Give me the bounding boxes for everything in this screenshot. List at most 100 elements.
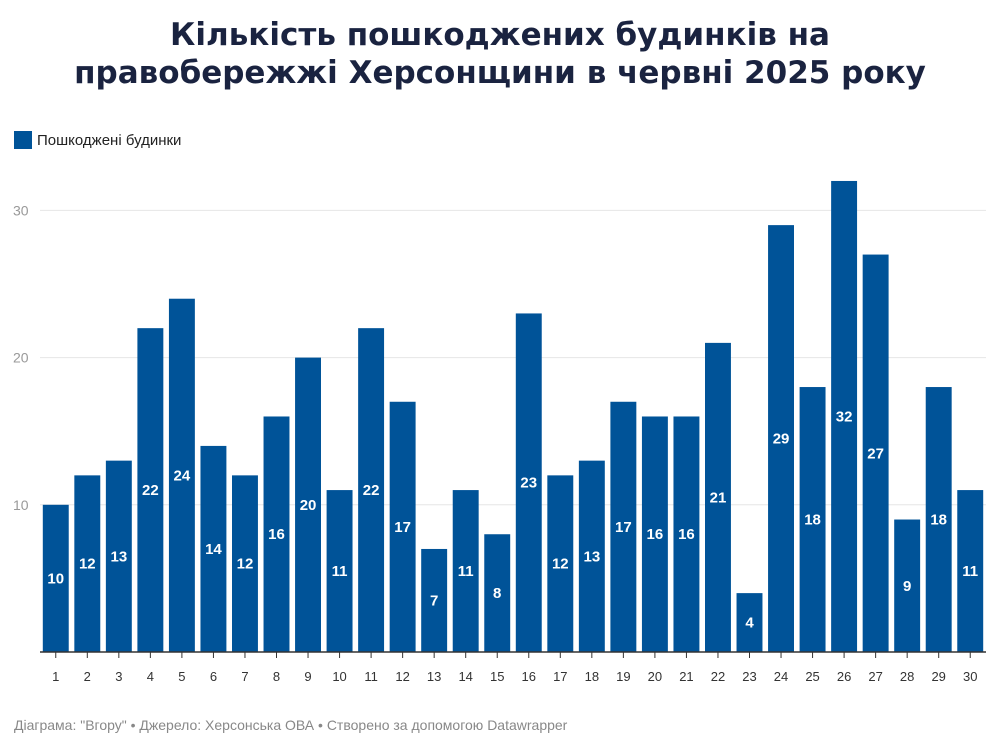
bar [705, 342, 731, 652]
x-tick-label: 21 [679, 669, 693, 684]
data-label: 23 [520, 475, 537, 492]
bar [957, 490, 984, 652]
bar [515, 313, 542, 652]
data-label: 10 [47, 570, 64, 587]
footer-credits: Діаграма: "Вгору" • Джерело: Херсонська … [14, 717, 568, 733]
bar [326, 490, 353, 652]
x-tick-label: 24 [774, 669, 788, 684]
bar [421, 548, 448, 652]
data-label: 12 [237, 556, 254, 573]
x-tick-label: 10 [332, 669, 346, 684]
bar [452, 490, 479, 652]
x-tick-label: 12 [395, 669, 409, 684]
data-label: 16 [268, 526, 285, 543]
data-label: 14 [205, 541, 222, 558]
x-tick-label: 5 [178, 669, 185, 684]
data-label: 18 [804, 512, 821, 529]
x-tick-label: 28 [900, 669, 914, 684]
data-label: 29 [773, 431, 790, 448]
bar [894, 519, 921, 652]
bar-chart: 1020301011221332242451461271682091110221… [13, 180, 986, 684]
bar [578, 460, 605, 652]
data-label: 24 [174, 467, 191, 484]
x-tick-label: 18 [585, 669, 599, 684]
data-label: 32 [836, 408, 853, 425]
x-tick-label: 3 [115, 669, 122, 684]
data-label: 9 [903, 578, 911, 595]
legend-swatch [14, 131, 32, 149]
data-label: 13 [583, 548, 600, 565]
data-label: 13 [110, 548, 127, 565]
x-tick-label: 4 [147, 669, 154, 684]
x-tick-label: 2 [84, 669, 91, 684]
chart-title-line-1: Кількість пошкоджених будинків на [170, 17, 830, 53]
data-label: 8 [493, 585, 501, 602]
y-tick-label: 30 [13, 202, 29, 218]
data-label: 12 [552, 556, 569, 573]
data-label: 16 [678, 526, 695, 543]
bar [799, 387, 826, 652]
x-tick-label: 19 [616, 669, 630, 684]
bar [673, 416, 700, 652]
x-tick-label: 8 [273, 669, 280, 684]
bar [105, 460, 132, 652]
data-label: 12 [79, 556, 96, 573]
x-tick-label: 16 [522, 669, 536, 684]
data-label: 17 [615, 519, 632, 536]
data-label: 22 [142, 482, 159, 499]
x-tick-label: 27 [868, 669, 882, 684]
bar [168, 298, 195, 652]
x-tick-label: 25 [805, 669, 819, 684]
data-label: 27 [867, 445, 884, 462]
x-tick-label: 30 [963, 669, 977, 684]
bar [232, 475, 258, 652]
x-tick-label: 11 [364, 669, 378, 684]
data-label: 11 [332, 563, 348, 580]
data-label: 11 [962, 563, 978, 580]
x-tick-label: 1 [52, 669, 59, 684]
bar [42, 504, 69, 652]
bar [862, 254, 889, 652]
x-tick-label: 15 [490, 669, 504, 684]
bar [137, 328, 164, 652]
bar [641, 416, 668, 652]
x-tick-label: 22 [711, 669, 725, 684]
bar [547, 475, 574, 652]
bar [389, 401, 416, 652]
data-label: 17 [394, 519, 411, 536]
data-label: 11 [458, 563, 474, 580]
bar [610, 401, 637, 652]
x-tick-label: 17 [553, 669, 567, 684]
x-tick-label: 9 [304, 669, 311, 684]
data-label: 7 [430, 592, 438, 609]
x-tick-label: 6 [210, 669, 217, 684]
data-label: 21 [710, 489, 727, 506]
data-label: 22 [363, 482, 380, 499]
bar [925, 387, 952, 652]
chart-title: Кількість пошкоджених будинків на правоб… [0, 16, 1000, 92]
bar [831, 180, 858, 652]
bar [736, 593, 763, 652]
bar [295, 357, 321, 652]
bar [358, 328, 385, 652]
data-label: 4 [745, 615, 754, 632]
x-tick-label: 29 [931, 669, 945, 684]
bar [768, 225, 794, 652]
chart-title-line-2: правобережжі Херсонщини в червні 2025 ро… [74, 55, 926, 91]
x-tick-label: 23 [742, 669, 756, 684]
bar [74, 475, 101, 652]
bar [200, 445, 227, 652]
bar [263, 416, 290, 652]
data-label: 20 [300, 497, 317, 514]
x-tick-label: 7 [241, 669, 248, 684]
x-tick-label: 14 [458, 669, 472, 684]
x-tick-label: 20 [648, 669, 662, 684]
y-tick-label: 10 [13, 497, 29, 513]
data-label: 16 [647, 526, 664, 543]
x-tick-label: 13 [427, 669, 441, 684]
y-tick-label: 20 [13, 350, 29, 366]
legend: Пошкоджені будинки [14, 131, 181, 149]
x-tick-label: 26 [837, 669, 851, 684]
bar [484, 534, 511, 652]
data-label: 18 [930, 512, 947, 529]
